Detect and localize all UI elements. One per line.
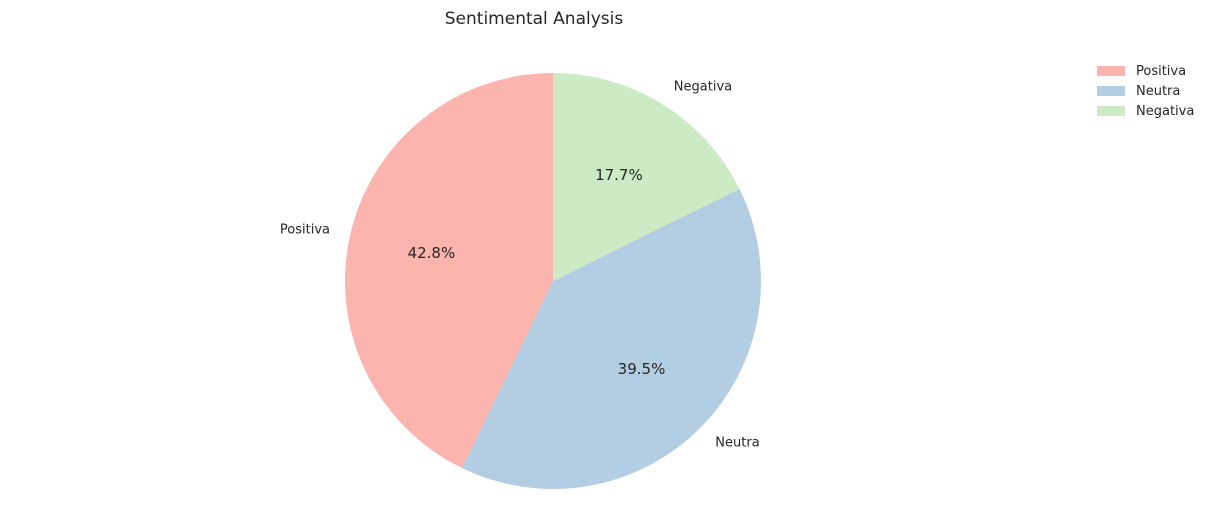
pie-slice-neutra bbox=[462, 188, 761, 490]
pie-labels: Positiva 42.8% Neutra 39.5% Negativa 17.7% bbox=[280, 80, 760, 451]
slice-label-negativa: Negativa bbox=[674, 80, 732, 95]
chart-title: Sentimental Analysis bbox=[445, 9, 624, 29]
legend-swatch bbox=[1097, 86, 1125, 96]
legend: Positiva Neutra Negativa bbox=[1097, 61, 1194, 121]
legend-item-positiva: Positiva bbox=[1097, 61, 1194, 81]
percent-label-positiva: 42.8% bbox=[408, 244, 456, 262]
legend-item-neutra: Neutra bbox=[1097, 81, 1194, 101]
legend-label: Neutra bbox=[1136, 83, 1181, 99]
legend-label: Negativa bbox=[1136, 103, 1195, 119]
legend-swatch bbox=[1097, 106, 1125, 116]
slice-label-neutra: Neutra bbox=[715, 435, 759, 450]
pie-slice-positiva bbox=[344, 73, 553, 469]
pie-slices bbox=[344, 73, 761, 490]
legend-swatch bbox=[1097, 66, 1125, 76]
legend-label: Positiva bbox=[1136, 63, 1187, 79]
percent-label-negativa: 17.7% bbox=[595, 166, 643, 184]
percent-label-neutra: 39.5% bbox=[618, 360, 666, 378]
legend-item-negativa: Negativa bbox=[1097, 101, 1194, 121]
pie-slice-negativa bbox=[553, 73, 740, 281]
slice-label-positiva: Positiva bbox=[280, 223, 330, 238]
